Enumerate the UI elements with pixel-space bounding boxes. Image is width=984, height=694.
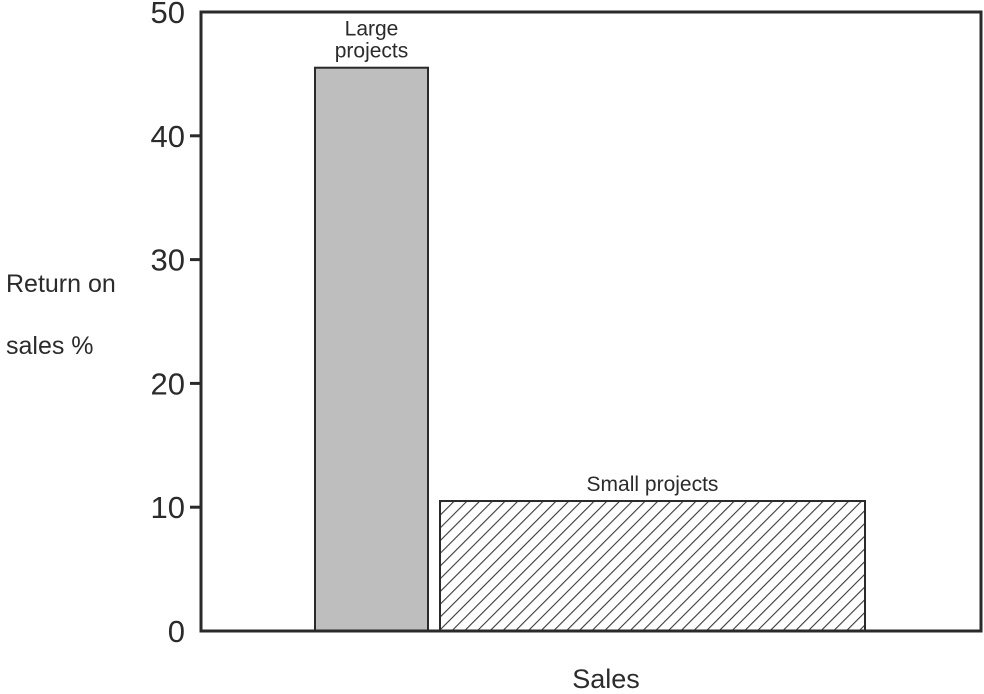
y-axis-label-line-1: Return on xyxy=(6,270,116,298)
bar-small-projects xyxy=(439,500,866,633)
y-tick-label-40: 40 xyxy=(151,119,185,154)
y-axis-label-line-2: sales % xyxy=(6,332,94,360)
y-tick-label-50: 50 xyxy=(151,0,185,30)
plot-frame xyxy=(199,10,983,633)
y-tick-label-30: 30 xyxy=(151,243,185,278)
bar-large-projects xyxy=(314,66,429,632)
y-tick-label-10: 10 xyxy=(151,490,185,525)
x-axis-label: Sales xyxy=(572,664,640,694)
bar-label-large-projects: Large projects xyxy=(335,18,409,63)
bar-label-small-projects: Small projects xyxy=(587,473,719,496)
y-axis-label: Return on sales % xyxy=(6,238,116,393)
y-tick-label-20: 20 xyxy=(151,366,185,401)
y-tick-label-0: 0 xyxy=(168,614,185,649)
